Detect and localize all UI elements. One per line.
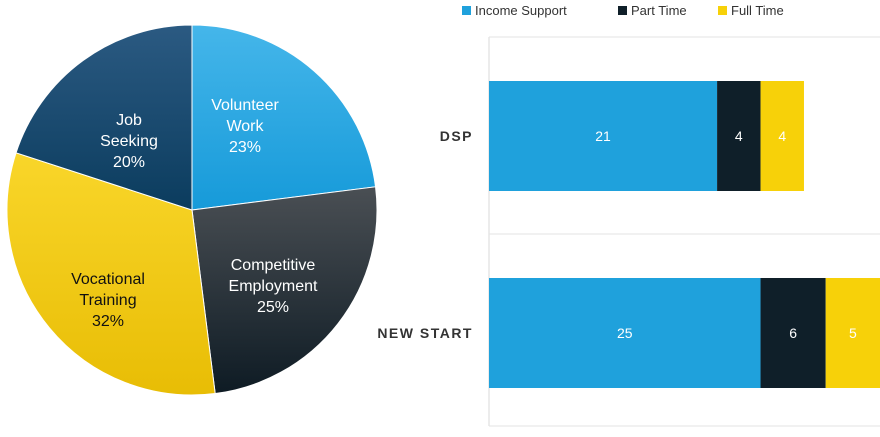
- legend-swatch: [718, 6, 727, 15]
- bar-value-label: 5: [849, 325, 857, 341]
- legend-item: Part Time: [618, 3, 687, 18]
- pie-slice-label: Vocational Training 32%: [71, 271, 145, 330]
- bar-value-label: 21: [595, 128, 611, 144]
- category-label: DSP: [440, 128, 473, 144]
- bar-value-label: 25: [617, 325, 633, 341]
- pie-slice-label: Volunteer Work 23%: [211, 97, 279, 156]
- pie-chart: Volunteer Work 23% Competitive Employment 25%…: [6, 24, 378, 396]
- bar-value-label: 4: [778, 128, 786, 144]
- bar-value-label: 6: [789, 325, 797, 341]
- bar-segment: [760, 278, 826, 388]
- bar-segment: [489, 81, 718, 191]
- pie-slice: [15, 24, 193, 211]
- legend-item: Income Support: [462, 3, 567, 18]
- pie-slice-label: Competitive Employment 25%: [229, 257, 318, 316]
- pie-slice: [191, 24, 377, 211]
- legend-label: Full Time: [731, 3, 784, 18]
- pie-slice: [6, 152, 216, 396]
- stacked-bar-chart: 21 4 4 DSP 25 6 5 NEW START Income Support Part T…: [377, 3, 880, 427]
- legend-swatch: [462, 6, 471, 15]
- category-label: NEW START: [377, 325, 473, 341]
- pie-slice-label: Job Seeking 20%: [100, 112, 158, 171]
- bar-segment: [825, 278, 880, 388]
- bar-value-label: 4: [735, 128, 743, 144]
- bar-segment: [717, 81, 761, 191]
- legend-swatch: [618, 6, 627, 15]
- bar-segment: [760, 81, 804, 191]
- bar-segment: [489, 278, 761, 388]
- pie-slice: [191, 186, 378, 395]
- legend-label: Part Time: [631, 3, 687, 18]
- legend-item: Full Time: [718, 3, 784, 18]
- legend-label: Income Support: [475, 3, 567, 18]
